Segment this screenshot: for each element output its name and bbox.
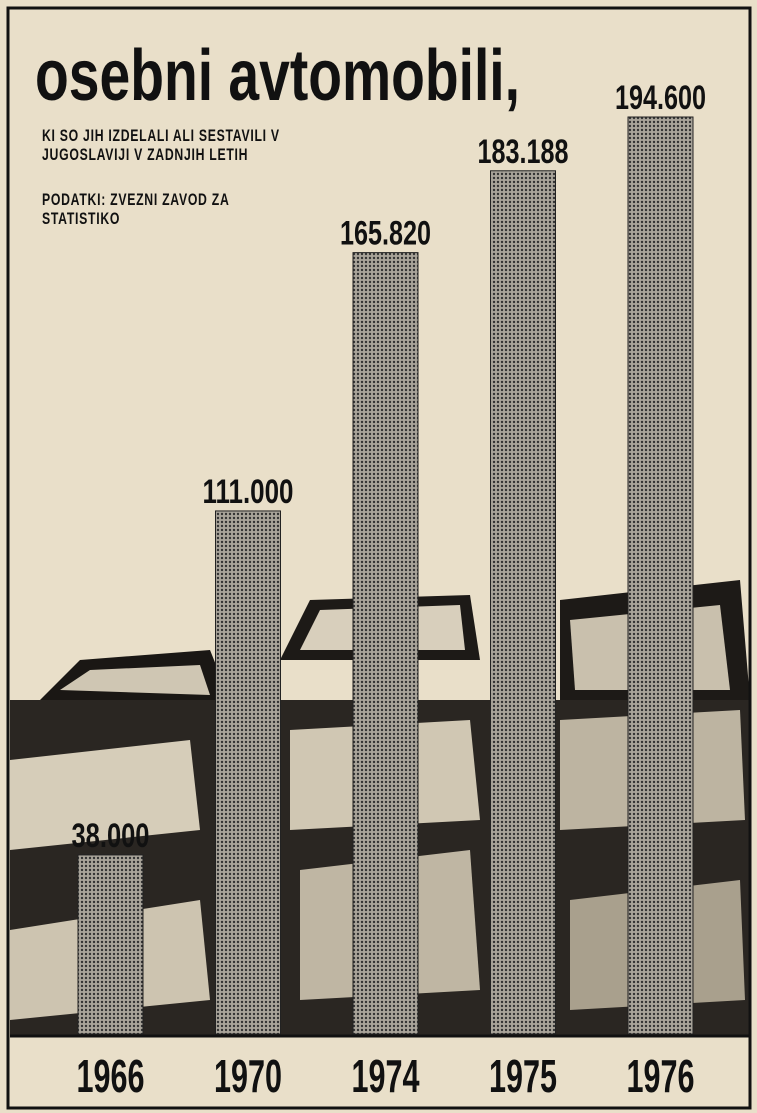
x-tick-label: 1966 bbox=[77, 1050, 145, 1102]
source: PODATKI: ZVEZNI ZAVOD ZA STATISTIKO bbox=[42, 190, 272, 228]
x-tick-label: 1970 bbox=[214, 1050, 282, 1102]
chart-title: osebni avtomobili, bbox=[35, 36, 520, 116]
page: osebni avtomobili, 38.000 1966 111.000 1970… bbox=[0, 0, 757, 1113]
value-label: 183.188 bbox=[478, 133, 569, 171]
bar bbox=[491, 171, 556, 1034]
bar bbox=[216, 511, 281, 1034]
x-tick-label: 1976 bbox=[627, 1050, 695, 1102]
x-tick-label: 1974 bbox=[352, 1050, 420, 1102]
value-label: 165.820 bbox=[340, 215, 431, 253]
bar bbox=[628, 117, 693, 1034]
value-label: 194.600 bbox=[615, 79, 706, 117]
bar bbox=[353, 253, 418, 1034]
subtitle: KI SO JIH IZDELALI ALI SESTAVILI V JUGOS… bbox=[42, 126, 359, 164]
bar bbox=[78, 855, 143, 1034]
chart: osebni avtomobili, 38.000 1966 111.000 1970… bbox=[0, 0, 757, 1113]
x-tick-label: 1975 bbox=[489, 1050, 557, 1102]
value-label: 38.000 bbox=[72, 817, 150, 855]
value-label: 111.000 bbox=[203, 473, 294, 511]
